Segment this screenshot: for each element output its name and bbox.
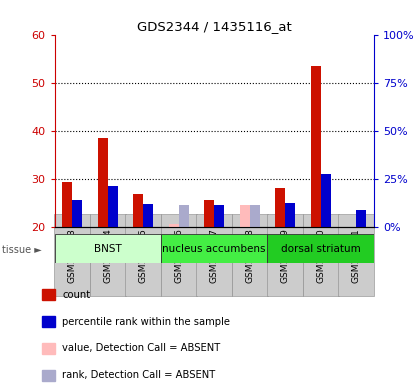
Text: nucleus accumbens: nucleus accumbens	[163, 243, 266, 254]
Bar	[63, 182, 72, 227]
Bar	[240, 205, 249, 227]
Bar	[356, 210, 366, 227]
Text: tissue ►: tissue ►	[2, 245, 42, 255]
Bar	[249, 205, 260, 227]
Bar	[98, 138, 108, 227]
Bar	[320, 174, 331, 227]
Bar	[285, 203, 295, 227]
Text: rank, Detection Call = ABSENT: rank, Detection Call = ABSENT	[62, 370, 215, 380]
Bar	[161, 234, 268, 263]
Bar	[108, 186, 118, 227]
Bar	[42, 343, 55, 354]
Bar	[143, 204, 153, 227]
Bar	[214, 205, 224, 227]
Title: GDS2344 / 1435116_at: GDS2344 / 1435116_at	[137, 20, 291, 33]
Bar	[204, 200, 214, 227]
Bar	[42, 316, 55, 327]
Text: dorsal striatum: dorsal striatum	[281, 243, 360, 254]
Bar	[275, 188, 285, 227]
Text: BNST: BNST	[94, 243, 122, 254]
Bar	[268, 234, 374, 263]
Text: value, Detection Call = ABSENT: value, Detection Call = ABSENT	[62, 343, 220, 353]
Bar	[72, 200, 82, 227]
Text: count: count	[62, 290, 90, 300]
Bar	[55, 234, 161, 263]
Bar	[133, 194, 143, 227]
Text: percentile rank within the sample: percentile rank within the sample	[62, 317, 230, 327]
Bar	[42, 369, 55, 381]
Bar	[179, 205, 189, 227]
Bar	[169, 224, 179, 227]
Bar	[42, 290, 55, 301]
Bar	[311, 66, 320, 227]
